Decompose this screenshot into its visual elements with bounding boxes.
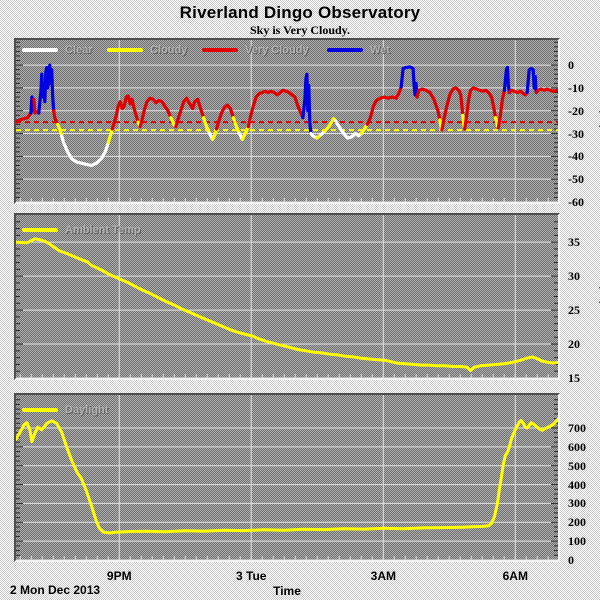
legend-item-very-cloudy: Very Cloudy bbox=[202, 43, 309, 56]
y-tick-label: 30 bbox=[568, 269, 580, 284]
page-title: Riverland Dingo Observatory bbox=[179, 3, 421, 22]
y-tick-label: 0 bbox=[568, 553, 574, 567]
y-tick-label: -50 bbox=[568, 172, 584, 187]
legend-swatch bbox=[22, 227, 58, 232]
x-tick-label: 9PM bbox=[106, 569, 132, 583]
y-tick-label: 25 bbox=[568, 303, 580, 318]
x-tick-label: 3 Tue bbox=[235, 569, 267, 583]
legend-item-wet: Wet bbox=[327, 43, 390, 56]
y-tick-label: -10 bbox=[568, 80, 584, 95]
legend-item-ambient-temp: Ambient Temp bbox=[22, 223, 141, 236]
ambient-temp-chart: Ambient Temp bbox=[14, 213, 560, 380]
legend-label: Very Cloudy bbox=[245, 43, 309, 56]
legend-swatch bbox=[327, 47, 363, 52]
y-tick-label: 100 bbox=[568, 534, 586, 549]
x-tick-label: 6AM bbox=[502, 569, 528, 583]
legend-label: Wet bbox=[370, 43, 390, 56]
y-tick-label: 35 bbox=[568, 235, 580, 250]
ambient-temp-legend: Ambient Temp bbox=[16, 215, 558, 237]
legend-item-clear: Clear bbox=[22, 43, 93, 56]
daylight-chart: Daylight bbox=[14, 393, 560, 562]
y-tick-label: -40 bbox=[568, 149, 584, 164]
x-tick-label: 3AM bbox=[370, 569, 396, 583]
y-tick-label: -20 bbox=[568, 103, 584, 118]
y-tick-label: 0 bbox=[568, 58, 574, 73]
y-tick-label: 500 bbox=[568, 458, 586, 473]
daylight-legend: Daylight bbox=[16, 395, 558, 417]
y-tick-label: -60 bbox=[568, 195, 584, 209]
legend-label: Ambient Temp bbox=[65, 223, 141, 236]
legend-item-cloudy: Cloudy bbox=[107, 43, 187, 56]
sky-conditions-plot bbox=[16, 40, 558, 202]
legend-item-daylight: Daylight bbox=[22, 403, 108, 416]
legend-swatch bbox=[202, 47, 238, 52]
date-label: 2 Mon Dec 2013 bbox=[10, 583, 101, 597]
legend-swatch bbox=[22, 47, 58, 52]
y-tick-label: 20 bbox=[568, 337, 580, 352]
legend-swatch bbox=[107, 47, 143, 52]
legend-label: Daylight bbox=[65, 403, 109, 416]
y-tick-label: 600 bbox=[568, 439, 586, 454]
ambient-temp-plot bbox=[16, 215, 558, 378]
y-tick-label: -30 bbox=[568, 126, 584, 141]
daylight-plot bbox=[16, 395, 558, 560]
y-tick-label: 400 bbox=[568, 477, 586, 492]
sky-legend: Clear Cloudy Very Cloudy Wet bbox=[16, 40, 558, 62]
y-tick-label: 300 bbox=[568, 496, 586, 511]
y-tick-label: 15 bbox=[568, 371, 580, 385]
y-tick-label: 200 bbox=[568, 515, 586, 530]
legend-label: Clear bbox=[65, 43, 93, 56]
x-axis-title: Time bbox=[273, 584, 301, 598]
sky-conditions-chart: Clear Cloudy Very Cloudy Wet bbox=[14, 38, 560, 204]
legend-label: Cloudy bbox=[150, 43, 188, 56]
y-tick-label: 700 bbox=[568, 421, 586, 435]
legend-swatch bbox=[22, 407, 58, 412]
sky-status-subtitle: Sky is Very Cloudy. bbox=[249, 23, 351, 37]
